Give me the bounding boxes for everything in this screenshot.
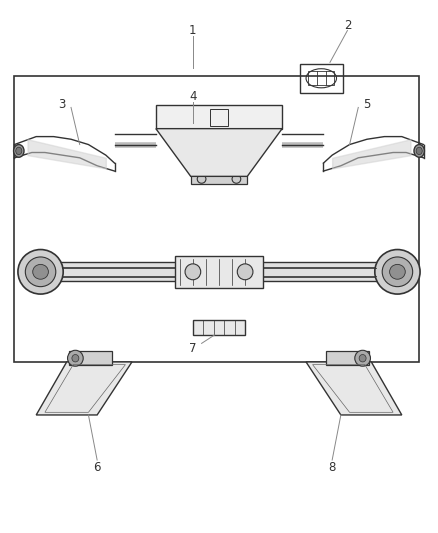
Bar (14, 76, 419, 362)
Ellipse shape (237, 264, 253, 280)
Text: 3: 3 (59, 98, 66, 111)
Text: 8: 8 (328, 462, 336, 474)
Text: 4: 4 (189, 90, 197, 103)
Ellipse shape (25, 257, 56, 287)
Bar (69, 351, 113, 365)
Bar (308, 71, 334, 85)
Ellipse shape (16, 147, 22, 155)
Ellipse shape (14, 144, 24, 157)
Ellipse shape (359, 354, 366, 362)
Ellipse shape (72, 354, 79, 362)
Polygon shape (36, 362, 132, 415)
Ellipse shape (33, 264, 48, 279)
Ellipse shape (18, 249, 63, 294)
Bar (28, 262, 410, 281)
Ellipse shape (375, 249, 420, 294)
Bar (156, 105, 282, 128)
Ellipse shape (390, 264, 405, 279)
Ellipse shape (185, 264, 201, 280)
Ellipse shape (416, 147, 422, 155)
Polygon shape (306, 362, 402, 415)
Polygon shape (156, 128, 282, 176)
Ellipse shape (355, 350, 371, 366)
Bar (325, 351, 369, 365)
Bar (191, 175, 247, 184)
Bar (176, 256, 262, 288)
Bar (300, 63, 343, 93)
Ellipse shape (414, 144, 424, 157)
Bar (210, 109, 228, 126)
Text: 6: 6 (93, 462, 101, 474)
Bar (193, 320, 245, 335)
Ellipse shape (67, 350, 83, 366)
Text: 1: 1 (189, 24, 197, 37)
Ellipse shape (197, 175, 206, 183)
Text: 5: 5 (363, 98, 371, 111)
Text: 7: 7 (189, 342, 197, 355)
Ellipse shape (232, 175, 241, 183)
Text: 2: 2 (344, 19, 351, 32)
Ellipse shape (382, 257, 413, 287)
